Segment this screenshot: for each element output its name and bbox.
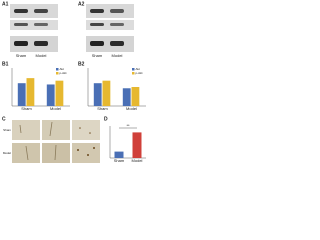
blot-a2 [86, 4, 134, 52]
lane-label: Model [112, 53, 123, 58]
lane-label: Model [36, 53, 47, 58]
x-tick-label: Sham [97, 106, 108, 111]
legend-label: p-Akt [60, 71, 67, 75]
bar [102, 80, 111, 106]
bar [26, 78, 35, 106]
bar [114, 151, 124, 158]
legend-label: Akt [136, 67, 141, 71]
legend-swatch [132, 72, 135, 75]
panel-label: B1 [2, 61, 9, 67]
row-label: Model [3, 151, 12, 155]
bar [122, 88, 131, 106]
legend-swatch [56, 72, 59, 75]
legend-label: Akt [60, 67, 65, 71]
lane-label: Sham [16, 53, 27, 58]
x-tick-label: Sham [21, 106, 32, 111]
x-tick-label: Sham [114, 158, 125, 163]
legend-swatch [56, 68, 59, 71]
bar [46, 84, 55, 106]
panel-label: C [2, 116, 6, 122]
lane-label: Sham [92, 53, 103, 58]
bar [93, 83, 102, 106]
x-tick-label: Model [132, 158, 143, 163]
legend-swatch [132, 68, 135, 71]
blot-a1 [10, 4, 58, 52]
bar [17, 83, 26, 106]
panel-label: A1 [2, 1, 9, 7]
x-tick-label: Model [50, 106, 61, 111]
bar [55, 80, 64, 106]
figure: A1 A2 B1 B2 C D Sham Model Sham Model Sham Model Sha… [2, 1, 146, 163]
panel-label: A2 [78, 1, 85, 7]
annotation: ** [126, 123, 130, 128]
panel-label: D [104, 116, 108, 122]
bar [131, 87, 140, 106]
legend-label: p-Akt [136, 71, 143, 75]
micrographs [12, 120, 100, 163]
row-label: Sham [3, 128, 11, 132]
x-tick-label: Model [126, 106, 137, 111]
bar [132, 132, 142, 158]
panel-label: B2 [78, 61, 85, 67]
